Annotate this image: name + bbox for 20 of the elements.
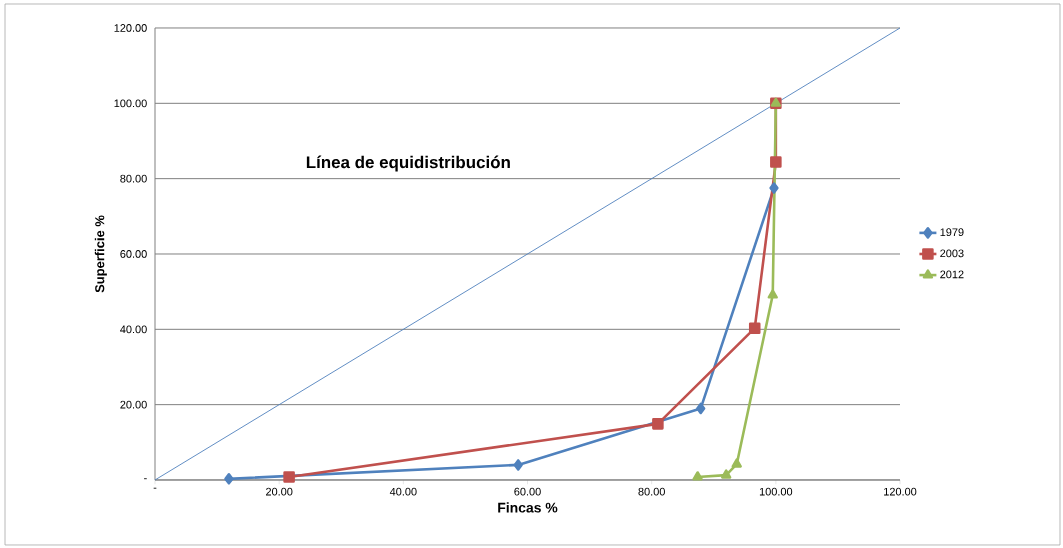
x-tick-label: 40.00 — [389, 487, 417, 496]
y-tick-label: 80.00 — [120, 174, 147, 183]
x-tick-label: 80.00 — [638, 487, 665, 496]
y-tick-label: 20.00 — [120, 400, 147, 409]
y-tick-label: 60.00 — [120, 250, 147, 258]
x-tick-label: 60.00 — [514, 487, 541, 496]
y-axis-title: Superficie % — [94, 215, 107, 293]
x-axis-title: Fincas % — [498, 502, 558, 513]
x-tick-label: 20.00 — [266, 487, 293, 496]
legend-label: 2003 — [940, 249, 964, 258]
annotation: Línea de equidistribución — [306, 155, 510, 172]
y-tick-label: 120.00 — [114, 24, 147, 32]
y-tick-label: - — [144, 478, 147, 480]
x-tick-label: - — [153, 487, 157, 489]
y-tick-label: 100.00 — [114, 99, 147, 108]
legend-label: 2012 — [940, 270, 964, 279]
x-tick-label: 100.00 — [759, 487, 793, 496]
y-tick-label: 40.00 — [120, 325, 147, 334]
legend-label: 1979 — [940, 228, 964, 237]
x-tick-label: 120.00 — [884, 487, 917, 496]
